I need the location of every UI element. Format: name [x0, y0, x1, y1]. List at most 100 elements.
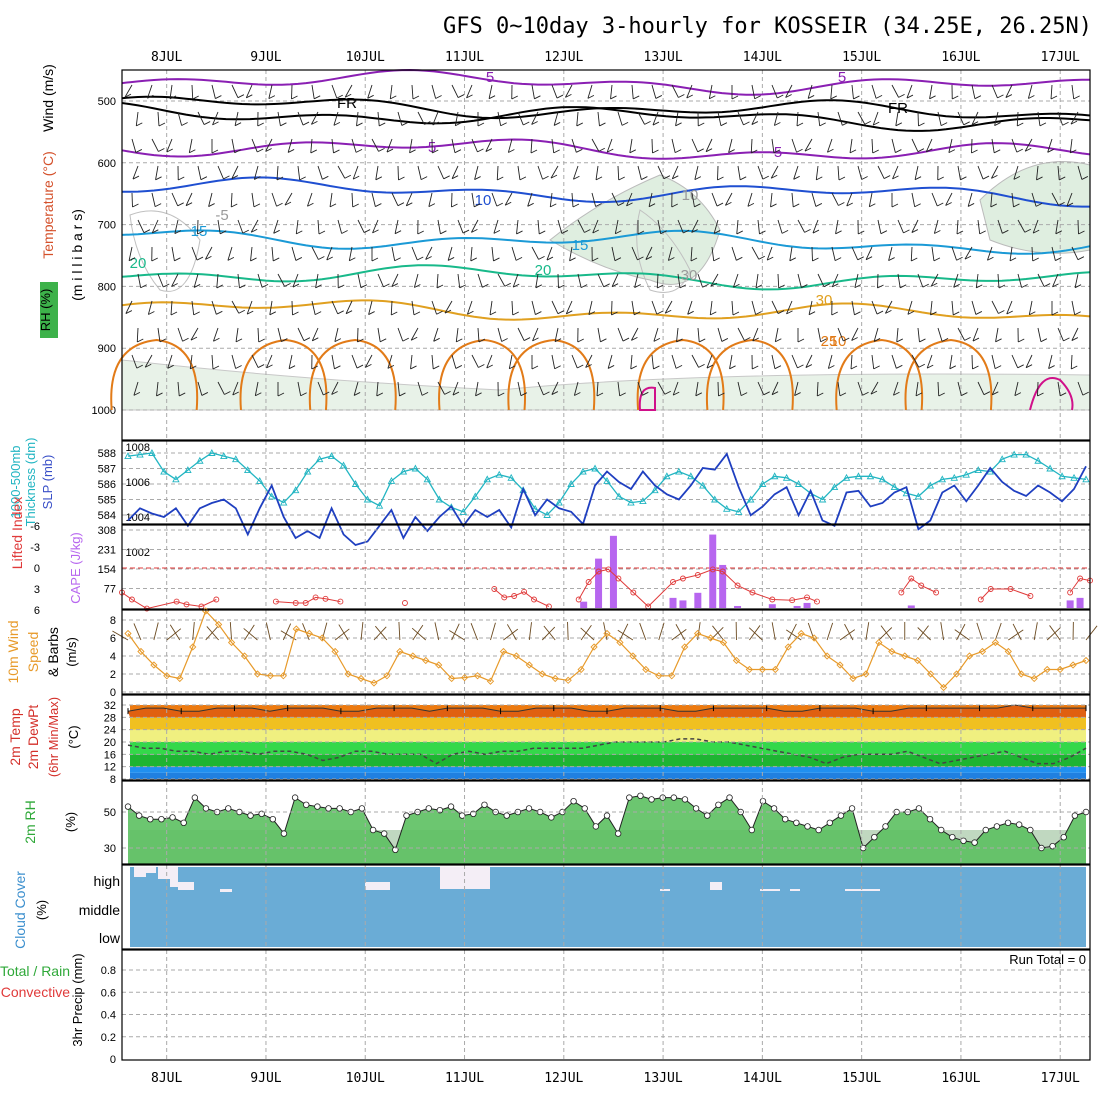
wind-barb	[368, 300, 373, 315]
wind-barb	[537, 381, 544, 396]
wind-barb	[953, 273, 959, 288]
wind-barb-flag	[197, 230, 204, 235]
cloud-panel-frame	[121, 864, 1091, 950]
wind-barb-flag	[505, 201, 512, 206]
wind-barb	[770, 165, 779, 179]
wind-barb	[816, 381, 819, 397]
wind-barb-flag	[873, 365, 880, 370]
wind-barb-flag	[929, 95, 936, 100]
wind-barb	[877, 165, 885, 179]
wind-barb	[631, 327, 639, 341]
wind-barb-10m	[206, 626, 219, 641]
wind-barb-flag	[949, 365, 957, 370]
wind-barb-flag	[665, 309, 672, 314]
cape-bar	[609, 535, 617, 608]
wind-barb	[397, 111, 403, 126]
wind-barb-flag	[211, 149, 219, 154]
wind-barb	[546, 246, 553, 261]
wind-barb	[131, 138, 137, 153]
wind-barb-flag	[488, 95, 496, 100]
wind-barb-flag	[857, 256, 864, 261]
thickness-point	[950, 473, 959, 481]
wind-barb	[948, 138, 953, 153]
wind-speed-point	[888, 647, 896, 656]
rh-point	[503, 812, 510, 819]
wind-barb-flag	[378, 147, 385, 152]
wind-speed-point	[512, 652, 521, 660]
wind-barb-flag	[754, 95, 761, 100]
wind-barb	[376, 381, 379, 396]
wind-barb	[251, 138, 258, 153]
wind-barb	[931, 192, 938, 207]
contour-label: 30	[816, 292, 833, 309]
wind-barb	[1069, 138, 1073, 153]
wind-barb	[871, 84, 877, 99]
temp-contour-30	[705, 338, 794, 411]
lifted-index-point	[1027, 593, 1034, 599]
wind-speed-tick-label: 2	[110, 669, 116, 681]
wind-barb	[310, 138, 313, 153]
cape-bar	[679, 600, 687, 608]
wind-barb	[911, 138, 919, 152]
wind-barb-flag	[739, 176, 747, 181]
lifted-index-point	[575, 596, 582, 603]
wind-barb-flag	[478, 364, 485, 368]
wind-barb	[1037, 327, 1042, 342]
wind-barb-flag	[561, 230, 569, 234]
wind-barb-10m	[528, 622, 532, 641]
wind-barb	[537, 165, 543, 180]
pressure-tick-label: 700	[98, 220, 116, 232]
wind-barb	[1009, 246, 1013, 261]
wind-barb-flag	[637, 230, 645, 235]
wind-barb	[269, 300, 273, 315]
wind-barb	[997, 273, 1000, 288]
wind-barb-10m	[506, 624, 517, 641]
cape-tick-label: 77	[104, 584, 116, 596]
wind-barb	[155, 165, 159, 180]
date-label-bottom: 8JUL	[151, 1071, 182, 1086]
wind-barb	[710, 273, 719, 287]
wind-speed-point	[745, 665, 754, 674]
wind-barb	[128, 246, 133, 261]
wind-barb	[551, 354, 556, 369]
wind-barb	[367, 84, 373, 99]
precip-tick-label: 0.4	[101, 1010, 116, 1022]
lifted-index-point	[719, 568, 726, 575]
wind-barb-flag	[345, 93, 352, 98]
wind-barb-10m	[373, 626, 387, 641]
wind-barb	[530, 138, 533, 153]
wind-barb	[511, 300, 514, 316]
wind-speed-line	[127, 609, 1087, 689]
rh-point	[871, 834, 878, 841]
wind-barb-flag	[702, 283, 709, 288]
wind-barb	[1036, 165, 1039, 180]
wind-barb	[926, 354, 933, 369]
wind-barb	[317, 165, 323, 180]
wind-barb	[397, 327, 404, 342]
cloud-gap	[660, 889, 670, 891]
lifted-index-line	[121, 592, 217, 610]
wind-barb	[377, 327, 381, 342]
wind-barb	[717, 327, 723, 342]
wind-barb-flag	[333, 149, 340, 154]
rh-point	[525, 805, 533, 812]
wind-barb-flag	[1051, 311, 1059, 316]
wind-barb-flag	[854, 284, 862, 289]
temp-tick-label: 16	[104, 749, 116, 761]
wind-speed-point	[163, 672, 171, 680]
wind-barb	[664, 300, 673, 314]
wind-barb	[757, 165, 764, 180]
thickness-point	[327, 452, 336, 460]
thickness-point	[699, 481, 707, 489]
wind-barb-flag	[671, 203, 678, 208]
wind-barb	[736, 219, 739, 234]
wind-barb-flag	[631, 336, 638, 341]
wind-barb	[517, 165, 521, 180]
contour-label: 15	[572, 237, 589, 254]
wind-barb-flag	[315, 284, 322, 289]
wind-barb	[345, 300, 353, 314]
wind-barb-flag	[125, 310, 133, 314]
wind-barb-flag	[938, 392, 945, 397]
wind-barb-flag	[143, 229, 151, 234]
wind-barb-flag	[190, 336, 198, 341]
